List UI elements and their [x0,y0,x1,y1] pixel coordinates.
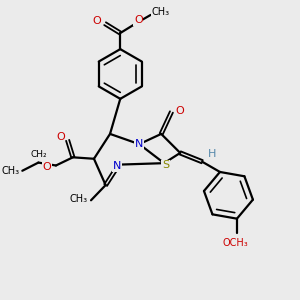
Text: CH₃: CH₃ [2,166,20,176]
Text: N: N [113,161,122,171]
Text: OCH₃: OCH₃ [223,238,248,248]
Text: O: O [43,162,52,172]
Text: S: S [162,160,169,170]
Text: O: O [175,106,184,116]
Text: O: O [134,15,143,25]
Text: CH₃: CH₃ [152,7,170,17]
Text: CH₃: CH₃ [70,194,88,204]
Text: O: O [92,16,101,26]
Text: N: N [135,139,143,149]
Text: CH₂: CH₂ [30,150,47,159]
Text: H: H [208,148,217,158]
Text: O: O [56,132,65,142]
